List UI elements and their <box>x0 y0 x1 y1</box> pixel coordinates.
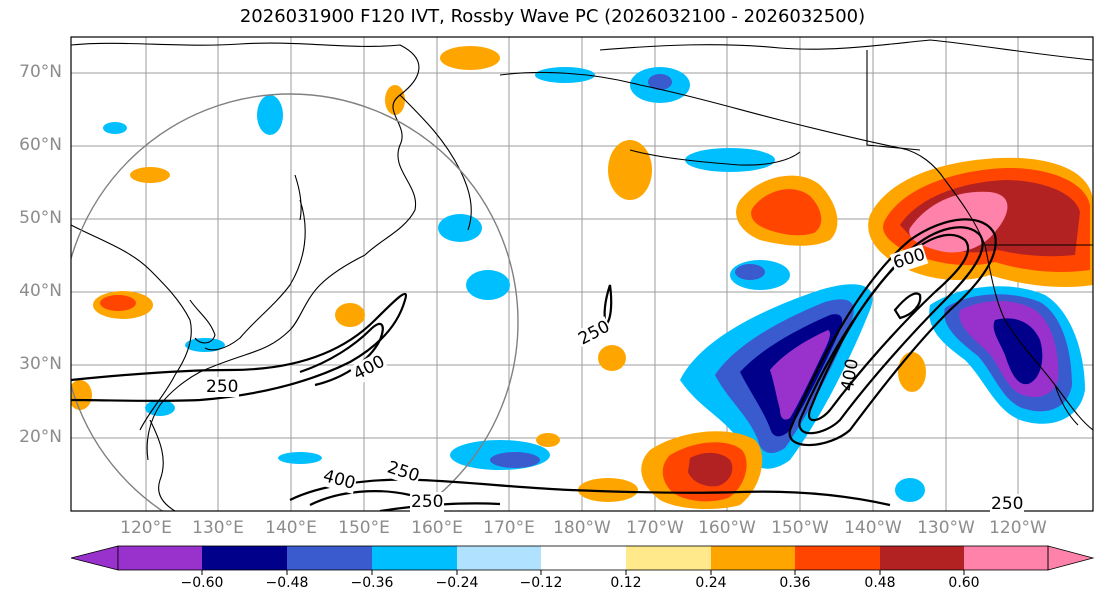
lon-label-120e: 120°E <box>120 518 172 538</box>
negative-blob-13 <box>145 400 175 416</box>
colorbar-seg-8 <box>711 546 795 570</box>
lon-label-150w: 150°W <box>771 518 829 538</box>
positive-blob-3 <box>608 140 652 200</box>
colorbar-seg-1 <box>118 546 202 570</box>
negative-anomaly-coastal-peak <box>993 318 1043 385</box>
coast-aleutians <box>629 149 801 166</box>
colorbar-seg-11 <box>964 546 1048 570</box>
positive-blob-7 <box>578 478 638 502</box>
lon-label-130e: 130°E <box>192 518 244 538</box>
lat-label-40n: 40°N <box>19 281 62 301</box>
coast-arctic <box>599 39 1093 61</box>
colorbar-seg-3 <box>287 546 372 570</box>
ivt-contours <box>71 218 997 511</box>
contour-250-outer <box>788 218 997 447</box>
lat-label-60n: 60°N <box>19 135 62 155</box>
colorbar-seg-6 <box>541 546 626 570</box>
colorbar-seg-2 <box>202 546 287 570</box>
colorbar-tick-9: 0.48 <box>864 575 896 591</box>
lon-label-120w: 120°W <box>989 518 1047 538</box>
contour-400-southern <box>309 490 411 506</box>
lat-label-70n: 70°N <box>19 62 62 82</box>
colorbar-tick-1: −0.60 <box>180 575 224 591</box>
lon-label-140w: 140°W <box>844 518 902 538</box>
positive-blob-8 <box>898 352 926 392</box>
coast-asia-north <box>71 42 420 256</box>
contour-600-inner <box>893 292 922 320</box>
contour-label-250-west: 250 <box>205 377 240 397</box>
negative-anomaly-subtropical-band-peak <box>770 330 830 420</box>
colorbar-tick-5: −0.12 <box>519 575 563 591</box>
lon-label-160e: 160°E <box>411 518 463 538</box>
negative-blob-3 <box>257 95 283 135</box>
negative-blob-9 <box>895 478 925 502</box>
colorbar-tick-4: −0.24 <box>435 575 479 591</box>
colorbar-seg-9 <box>795 546 880 570</box>
border-alaska <box>866 50 921 151</box>
map-border <box>70 36 1094 512</box>
contour-label-250-south-lower: 250 <box>410 492 445 512</box>
coast-korea <box>189 299 216 344</box>
positive-anomaly-tropical-peak <box>688 452 733 487</box>
colorbar-tick-2: −0.48 <box>265 575 309 591</box>
colorbar-tick-3: −0.36 <box>350 575 394 591</box>
negative-blob-5 <box>466 270 510 300</box>
colorbar-tick-7: 0.24 <box>695 575 727 591</box>
colorbar <box>70 545 1095 575</box>
ivt-shading <box>71 46 1093 510</box>
colorbar-tick-6: 0.12 <box>610 575 642 591</box>
positive-blob-10 <box>536 433 560 447</box>
wave-source-circle <box>71 93 519 511</box>
lon-label-160w: 160°W <box>698 518 756 538</box>
positive-anomaly-gulf-alaska-core <box>751 189 822 236</box>
lon-label-150e: 150°E <box>338 518 390 538</box>
coast-asia-east <box>146 254 366 461</box>
negative-blob-1-core <box>648 74 672 90</box>
colorbar-seg-7 <box>626 546 711 570</box>
contour-400-outer <box>798 226 984 435</box>
lon-label-170w: 170°W <box>626 518 684 538</box>
coast-na-west <box>944 179 1093 431</box>
colorbar-high-extend <box>1047 545 1095 571</box>
positive-blob-5 <box>335 303 365 327</box>
negative-blob-4 <box>438 214 482 242</box>
positive-blob-6 <box>598 345 626 371</box>
negative-blob-6-core <box>735 264 765 280</box>
lat-label-20n: 20°N <box>19 427 62 447</box>
contour-250-western <box>71 292 408 402</box>
negative-blob-8 <box>685 148 775 172</box>
positive-blob-1 <box>440 46 500 70</box>
coastlines <box>71 39 1093 511</box>
lon-label-180w: 180°W <box>553 518 611 538</box>
lon-label-140e: 140°E <box>265 518 317 538</box>
negative-blob-10 <box>185 338 225 352</box>
lon-label-130w: 130°W <box>917 518 975 538</box>
negative-blob-2 <box>535 67 595 83</box>
contour-label-250-east: 250 <box>990 494 1025 514</box>
colorbar-tick-10: 0.60 <box>948 575 980 591</box>
colorbar-seg-10 <box>880 546 964 570</box>
coast-china <box>71 224 192 431</box>
lon-label-170e: 170°E <box>483 518 535 538</box>
lat-label-30n: 30°N <box>19 354 62 374</box>
map-title: 2026031900 F120 IVT, Rossby Wave PC (202… <box>239 6 866 27</box>
colorbar-seg-4 <box>372 546 457 570</box>
coast-baja <box>1054 384 1079 426</box>
colorbar-low-extend <box>70 545 119 571</box>
positive-blob-11 <box>130 167 170 183</box>
coast-japan <box>204 199 306 351</box>
contour-250-southern <box>289 478 891 507</box>
coast-sakhalin <box>294 174 302 221</box>
colorbar-tick-8: 0.36 <box>779 575 811 591</box>
lat-label-50n: 50°N <box>19 208 62 228</box>
negative-blob-11 <box>103 122 127 134</box>
negative-blob-12 <box>278 452 322 464</box>
coast-philippines <box>149 419 176 511</box>
colorbar-seg-5 <box>457 546 541 570</box>
negative-blob-7-core <box>490 452 540 468</box>
positive-blob-4-core <box>100 295 136 311</box>
